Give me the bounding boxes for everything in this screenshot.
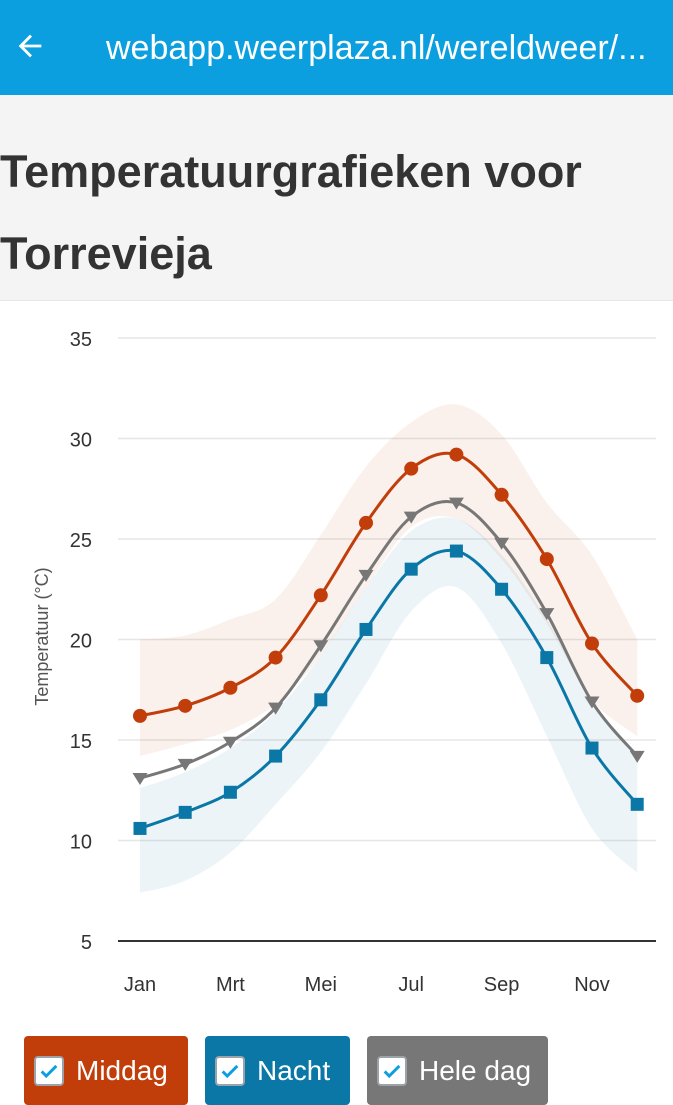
- checkbox-nacht[interactable]: [215, 1055, 245, 1086]
- data-point-nacht: [314, 693, 328, 707]
- data-point-hele-dag: [177, 758, 193, 771]
- data-point-hele-dag: [358, 569, 374, 582]
- legend-label-hele-dag: Hele dag: [419, 1054, 532, 1086]
- data-point-hele-dag: [403, 511, 419, 524]
- data-point-middag: [268, 650, 283, 665]
- data-point-hele-dag: [222, 736, 238, 749]
- page-title: Temperatuurgrafieken voor Torrevieja: [0, 146, 582, 279]
- band-nacht: [140, 517, 638, 893]
- marker-layer: [132, 447, 645, 835]
- legend-toggle-middag[interactable]: Middag: [24, 1036, 188, 1105]
- data-point-nacht: [404, 562, 418, 576]
- checkmark-icon: [221, 1064, 239, 1078]
- y-tick-label: 5: [81, 932, 92, 954]
- data-point-middag: [630, 688, 645, 703]
- title-section: Temperatuurgrafieken voor Torrevieja: [0, 95, 673, 301]
- data-point-hele-dag: [494, 537, 510, 550]
- legend-toggle-nacht[interactable]: Nacht: [205, 1036, 350, 1105]
- data-point-middag: [494, 487, 509, 502]
- data-point-middag: [223, 680, 238, 695]
- y-axis-title: Temperatuur (°C): [32, 567, 52, 705]
- data-point-nacht: [585, 741, 599, 755]
- data-point-middag: [539, 552, 554, 567]
- data-point-nacht: [133, 821, 147, 835]
- data-point-hele-dag: [268, 702, 284, 715]
- data-point-middag: [313, 588, 328, 603]
- x-tick-label: Mei: [305, 974, 337, 996]
- data-point-middag: [585, 636, 599, 651]
- y-tick-label: 20: [70, 631, 92, 653]
- grid-layer: [118, 337, 656, 942]
- checkmark-icon: [40, 1064, 58, 1078]
- y-tick-label: 35: [70, 329, 92, 351]
- data-point-nacht: [540, 651, 554, 665]
- checkbox-hele-dag[interactable]: [377, 1055, 407, 1086]
- legend-label-middag: Middag: [76, 1054, 168, 1086]
- data-point-hele-dag: [448, 497, 464, 510]
- data-point-middag: [178, 698, 193, 713]
- x-tick-label: Nov: [574, 974, 610, 996]
- data-point-nacht: [359, 622, 373, 636]
- x-tick-label: Jul: [398, 974, 424, 996]
- data-point-nacht: [495, 582, 509, 596]
- data-point-middag: [133, 708, 147, 723]
- x-tick-label: Sep: [484, 974, 520, 996]
- data-point-nacht: [269, 749, 283, 763]
- y-tick-label: 25: [70, 530, 92, 552]
- checkbox-middag[interactable]: [34, 1055, 64, 1086]
- app-header: webapp.weerplaza.nl/wereldweer/...: [0, 0, 673, 95]
- axis-layer: 35 30 25 20 15 10 5 Temperatuur (°C) Jan Mrt Mei Ju…: [32, 329, 610, 996]
- data-point-hele-dag: [584, 696, 600, 709]
- data-point-nacht: [223, 785, 237, 799]
- data-point-hele-dag: [313, 640, 329, 653]
- y-tick-label: 15: [70, 731, 92, 753]
- legend-label-nacht: Nacht: [257, 1054, 331, 1086]
- legend: Middag Nacht Hele dag: [0, 1036, 673, 1105]
- data-point-hele-dag: [132, 772, 148, 785]
- legend-toggle-hele-dag[interactable]: Hele dag: [367, 1036, 548, 1105]
- y-tick-label: 10: [70, 832, 92, 854]
- page-url[interactable]: webapp.weerplaza.nl/wereldweer/...: [106, 29, 647, 67]
- data-point-middag: [359, 515, 373, 530]
- back-button[interactable]: [10, 26, 50, 66]
- band-layer: [140, 404, 638, 893]
- x-tick-label: Mrt: [216, 974, 245, 996]
- data-point-nacht: [630, 797, 644, 811]
- data-point-middag: [404, 461, 419, 476]
- data-point-hele-dag: [629, 750, 645, 763]
- temperature-chart: 35 30 25 20 15 10 5 Temperatuur (°C) Jan Mrt Mei Ju…: [32, 329, 656, 996]
- data-point-hele-dag: [539, 608, 555, 621]
- x-tick-label: Jan: [124, 974, 156, 996]
- checkmark-icon: [383, 1064, 401, 1078]
- arrow-left-icon: [18, 34, 42, 58]
- data-point-nacht: [178, 805, 192, 819]
- data-point-nacht: [449, 544, 463, 558]
- data-point-middag: [449, 447, 464, 462]
- y-tick-label: 30: [70, 430, 92, 452]
